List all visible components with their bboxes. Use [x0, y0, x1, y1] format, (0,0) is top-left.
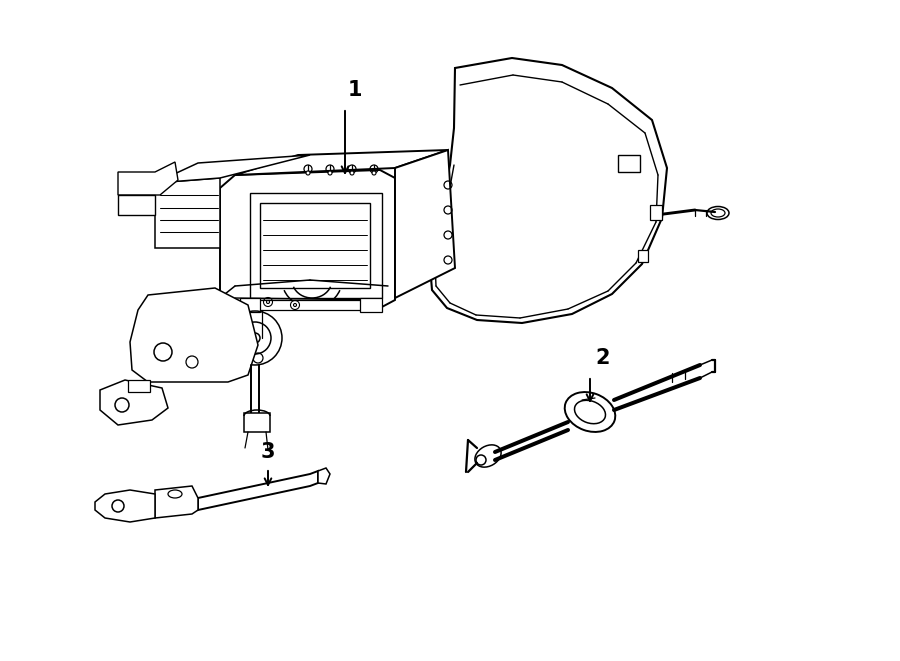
Circle shape	[237, 303, 239, 307]
Circle shape	[266, 301, 269, 303]
Polygon shape	[130, 288, 258, 382]
Polygon shape	[240, 300, 370, 310]
Polygon shape	[360, 298, 382, 312]
Polygon shape	[118, 162, 178, 195]
Polygon shape	[244, 413, 270, 432]
Polygon shape	[250, 193, 382, 298]
Circle shape	[372, 171, 376, 175]
Polygon shape	[240, 298, 260, 312]
Circle shape	[306, 171, 310, 175]
Polygon shape	[650, 205, 662, 220]
Polygon shape	[638, 250, 648, 262]
Text: 1: 1	[347, 80, 362, 100]
Polygon shape	[128, 380, 150, 392]
Polygon shape	[395, 150, 455, 298]
Polygon shape	[118, 195, 155, 215]
Circle shape	[293, 303, 296, 307]
Polygon shape	[198, 471, 318, 510]
Circle shape	[350, 171, 354, 175]
Polygon shape	[260, 203, 370, 288]
Circle shape	[250, 333, 260, 343]
Polygon shape	[430, 58, 667, 323]
Polygon shape	[95, 490, 155, 522]
Polygon shape	[235, 150, 448, 175]
Polygon shape	[618, 155, 640, 172]
Polygon shape	[155, 486, 198, 518]
Polygon shape	[155, 155, 310, 183]
Polygon shape	[318, 468, 330, 484]
Polygon shape	[100, 380, 168, 425]
Polygon shape	[220, 170, 395, 308]
Polygon shape	[155, 178, 220, 248]
Text: 3: 3	[261, 442, 275, 462]
Circle shape	[328, 171, 332, 175]
Text: 2: 2	[596, 348, 610, 368]
